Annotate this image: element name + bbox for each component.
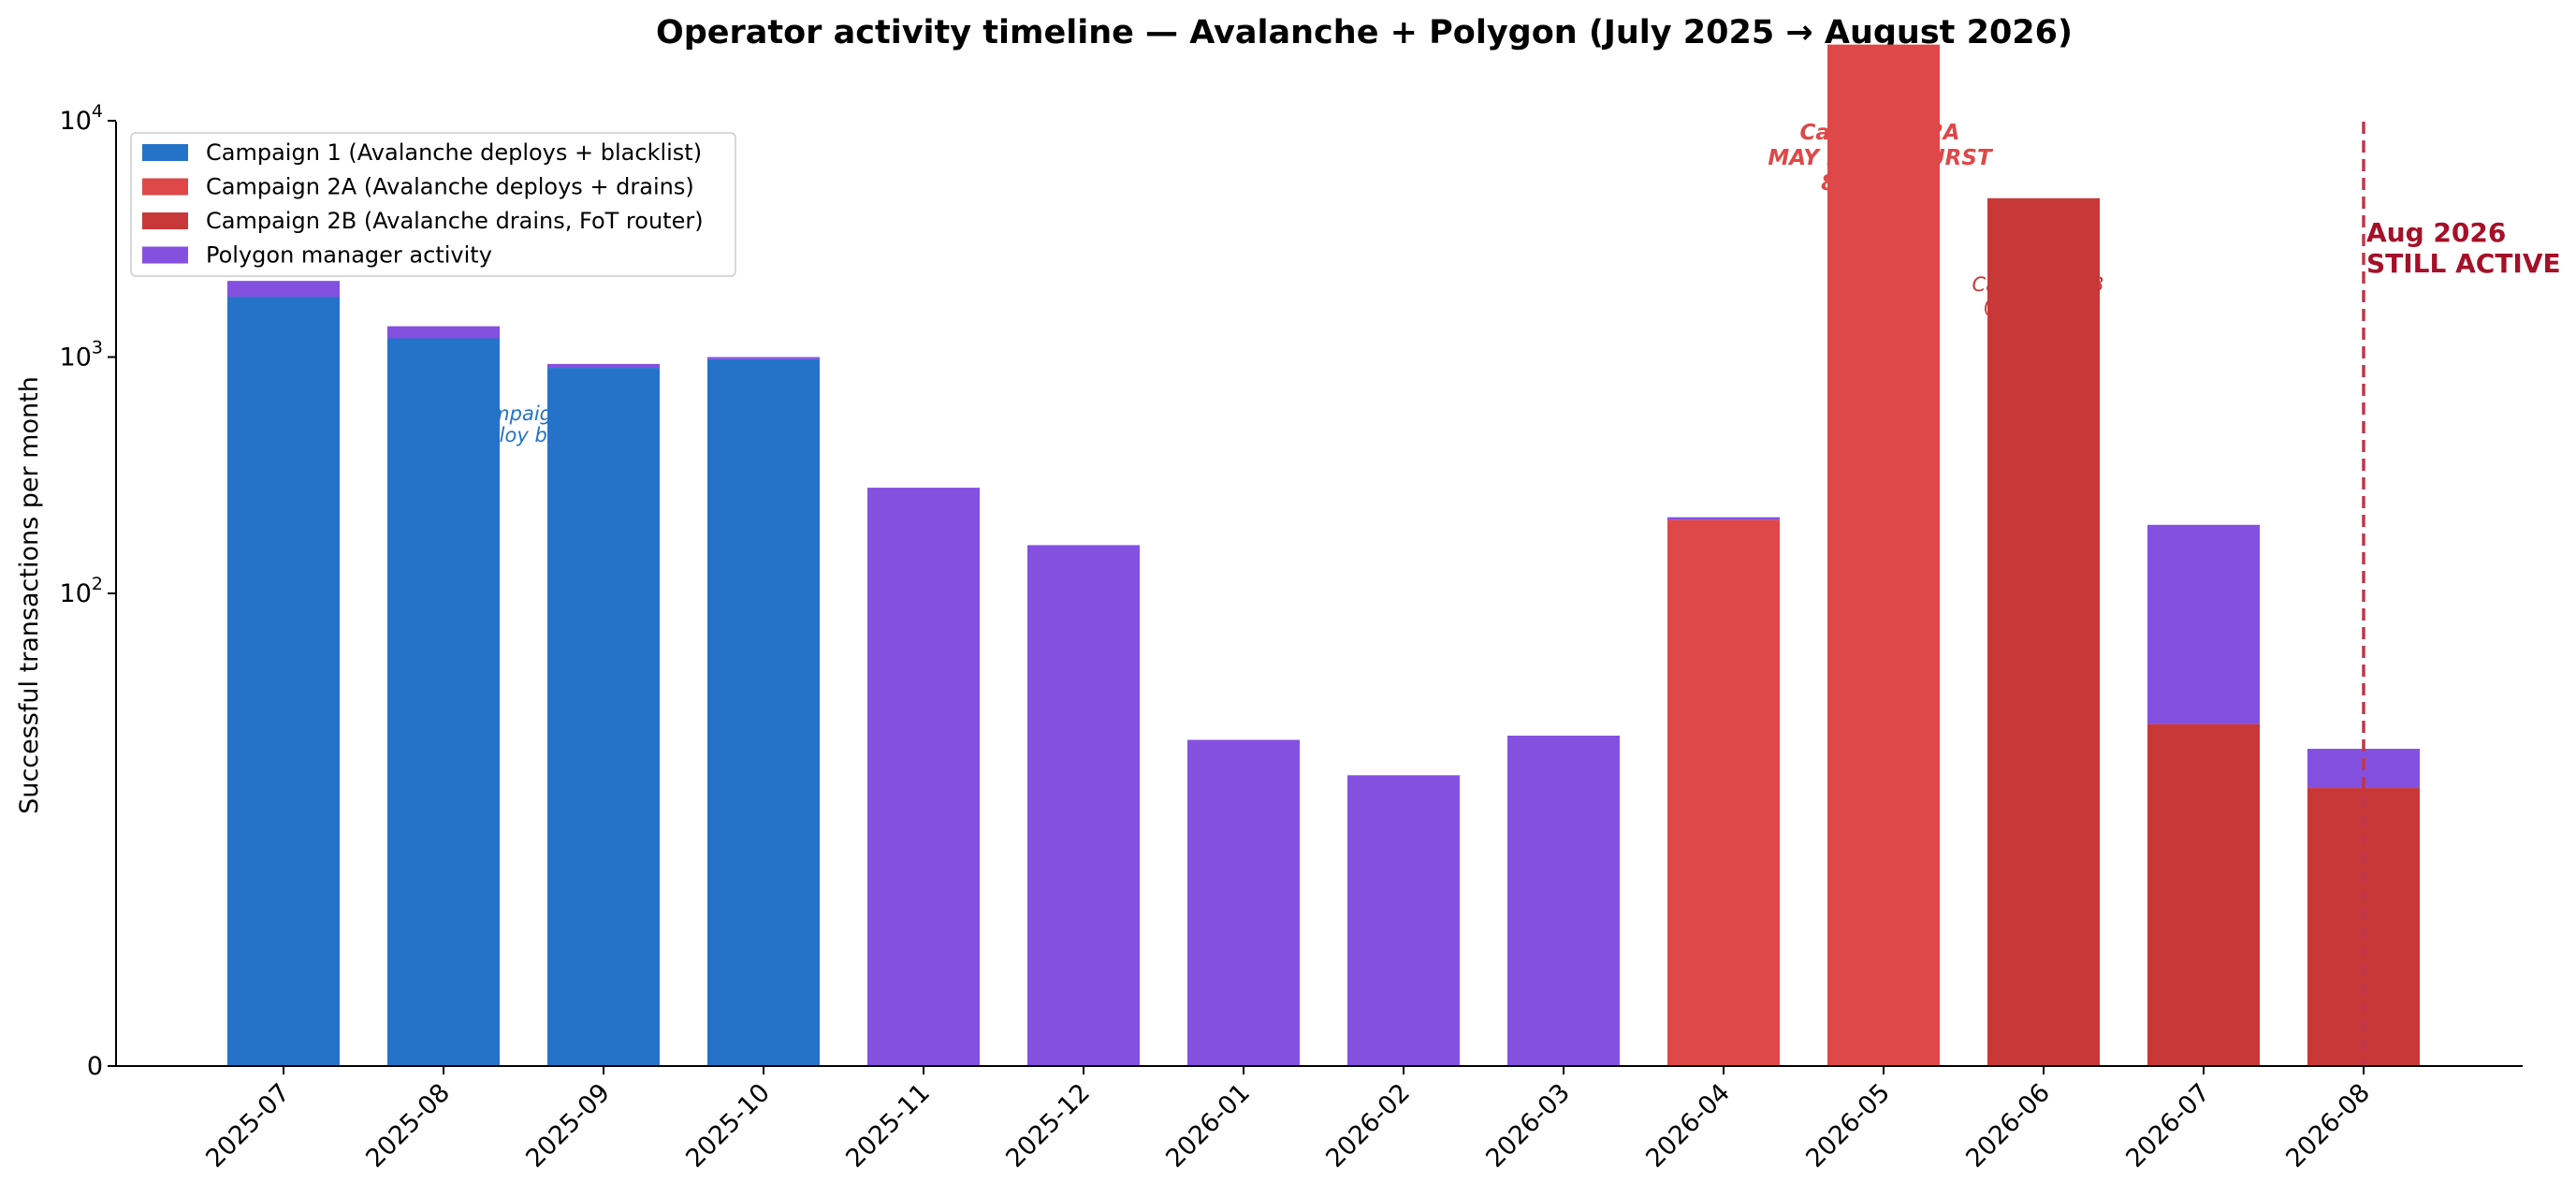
x-tick-label-2025-10: 2025-10 (680, 1078, 776, 1174)
x-tick-label-2026-08: 2026-08 (2280, 1078, 2376, 1174)
x-tick-label-2026-04: 2026-04 (1640, 1078, 1736, 1174)
annotation-line: (FoT router (1983, 295, 2094, 317)
y-tick-label-0: 0 (87, 1052, 103, 1081)
bar-polygon-manager-activity-2025-10 (707, 357, 820, 359)
x-tick-label-2025-07: 2025-07 (200, 1078, 296, 1174)
annotation-line: Campaign 2B (1972, 273, 2103, 296)
bar-polygon-manager-activity-2025-08 (387, 326, 500, 339)
x-tick-label-2026-01: 2026-01 (1160, 1078, 1256, 1174)
legend-swatch-campaign-1-avalanche-deploys-blacklist (142, 144, 188, 161)
annotation-line: 8,000+ tx (1821, 171, 1940, 196)
x-tick-label-2026-02: 2026-02 (1320, 1078, 1416, 1174)
annotation-line: variant) (2000, 316, 2076, 339)
bar-campaign-2b-avalanche-drains-fot-router-2026-06 (1987, 197, 2100, 1066)
y-tick-label-100: 102 (60, 574, 103, 608)
y-tick-exponent: 3 (92, 338, 103, 358)
bar-polygon-manager-activity-2025-09 (547, 363, 660, 369)
annotation-line: STILL ACTIVE (2366, 248, 2561, 279)
bar-campaign-1-avalanche-deploys-blacklist-2025-09 (547, 368, 660, 1066)
bar-polygon-manager-activity-2026-04 (1667, 517, 1780, 520)
bar-campaign-1-avalanche-deploys-blacklist-2025-10 (707, 358, 820, 1066)
x-tick-label-2026-06: 2026-06 (1960, 1078, 2056, 1174)
x-tick-label-2025-09: 2025-09 (520, 1078, 616, 1174)
x-tick-label-2025-11: 2025-11 (840, 1078, 936, 1174)
y-tick-exponent: 2 (92, 574, 103, 594)
bar-polygon-manager-activity-2026-02 (1347, 775, 1460, 1066)
bar-campaign-2b-avalanche-drains-fot-router-2026-07 (2147, 723, 2260, 1066)
y-ticks: 0 102 103 104 (60, 101, 116, 1081)
legend-label-polygon-manager-activity: Polygon manager activity (206, 242, 492, 269)
annotation-line: Aug 2026 (2366, 217, 2506, 248)
legend-swatch-polygon-manager-activity (142, 246, 188, 264)
bar-campaign-1-avalanche-deploys-blacklist-2025-08 (387, 338, 500, 1067)
bars-layer (227, 44, 2420, 1067)
x-tick-label-2026-07: 2026-07 (2120, 1078, 2216, 1174)
y-tick-label-10000: 104 (60, 101, 103, 136)
y-tick-exponent: 4 (92, 101, 103, 122)
annotation-line: deploy burst (462, 424, 587, 446)
legend-swatch-campaign-2a-avalanche-deploys-drains (142, 178, 188, 196)
y-tick-label-1000: 103 (60, 338, 103, 373)
legend-label-campaign-2a-avalanche-deploys-drains: Campaign 2A (Avalanche deploys + drains) (206, 174, 694, 200)
bar-polygon-manager-activity-2025-12 (1027, 545, 1140, 1066)
legend: Campaign 1 (Avalanche deploys + blacklis… (130, 132, 736, 277)
bar-polygon-manager-activity-2026-03 (1507, 736, 1620, 1066)
bar-polygon-manager-activity-2025-11 (867, 488, 980, 1066)
bar-polygon-manager-activity-2025-07 (227, 281, 340, 298)
annotation-line: MAY DRAIN BURST (1768, 146, 1994, 170)
bar-polygon-manager-activity-2026-01 (1187, 739, 1300, 1066)
legend-label-campaign-1-avalanche-deploys-blacklist: Campaign 1 (Avalanche deploys + blacklis… (206, 139, 702, 166)
x-tick-label-2026-03: 2026-03 (1480, 1078, 1576, 1174)
bar-campaign-1-avalanche-deploys-blacklist-2025-07 (227, 297, 340, 1066)
x-tick-label-2026-05: 2026-05 (1800, 1078, 1896, 1174)
x-tick-label-2025-12: 2025-12 (1000, 1078, 1096, 1174)
y-axis-label: Successful transactions per month (15, 376, 44, 814)
annotation-line: Campaign 2A (1800, 121, 1960, 145)
x-ticks: 2025-07 2025-08 2025-09 2025-10 2025-11 2025-… (200, 1066, 2376, 1174)
annotation-line: Campaign 1 (465, 402, 584, 425)
bar-campaign-2a-avalanche-deploys-drains-2026-04 (1667, 519, 1780, 1066)
x-tick-label-2025-08: 2025-08 (360, 1078, 456, 1174)
bar-campaign-2a-avalanche-deploys-drains-2026-05 (1827, 44, 1940, 1066)
legend-label-campaign-2b-avalanche-drains-fot-router: Campaign 2B (Avalanche drains, FoT route… (206, 208, 704, 234)
legend-swatch-campaign-2b-avalanche-drains-fot-router (142, 212, 188, 229)
legend-box (130, 132, 736, 277)
bar-polygon-manager-activity-2026-07 (2147, 524, 2260, 724)
